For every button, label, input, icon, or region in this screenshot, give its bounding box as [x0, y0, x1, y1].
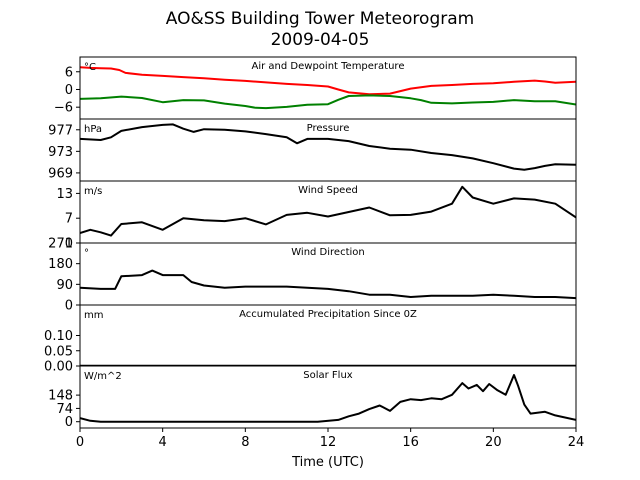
panel-4-title: Accumulated Precipitation Since 0Z [239, 309, 417, 320]
panel-2-series-0 [80, 185, 576, 237]
x-tick-label-6: 24 [568, 435, 585, 450]
panel-3-series-0 [80, 269, 576, 300]
panel-0-ytick-label-2: −6 [54, 101, 73, 116]
panel-3-ytick-label-3: 0 [65, 299, 73, 314]
x-tick-label-3: 12 [320, 435, 337, 450]
panel-0-title: Air and Dewpoint Temperature [252, 61, 405, 72]
panel-4: 0.100.050.00 mm Accumulated Precipitation … [44, 304, 577, 375]
panel-4-ytick-label-1: 0.05 [44, 344, 73, 359]
panel-5-ytick-label-2: 0 [65, 415, 73, 430]
panel-0-series-1 [80, 94, 576, 110]
x-tick-label-0: 0 [76, 435, 84, 450]
panel-3-ytick-label-0: 270 [48, 237, 73, 252]
panel-1-ytick-label-1: 973 [48, 145, 73, 160]
panel-5-series-0 [80, 374, 576, 423]
panel-0-unit: °C [84, 62, 96, 73]
panel-3-title: Wind Direction [291, 247, 365, 258]
panel-1-series-0 [80, 123, 576, 171]
x-tick-label-4: 16 [402, 435, 419, 450]
panel-2-title: Wind Speed [298, 185, 358, 196]
panel-0-ytick-label-0: 6 [65, 65, 73, 80]
panel-5-title: Solar Flux [303, 370, 353, 381]
x-tick-label-2: 8 [241, 435, 249, 450]
panel-5-ytick-label-0: 148 [48, 389, 73, 404]
panel-1: 977 973 969 hPa Pressure [48, 118, 577, 182]
panel-2: 13 7 1 m/s Wind Speed [56, 180, 577, 252]
panel-1-ytick-label-2: 969 [48, 166, 73, 181]
x-axis-label: Time (UTC) [291, 455, 364, 470]
figure-title-line1: AO&SS Building Tower Meteorogram [166, 9, 474, 29]
x-tick-label-1: 4 [159, 435, 167, 450]
panel-4-ytick-label-0: 0.10 [44, 329, 73, 344]
panel-1-title: Pressure [307, 123, 350, 134]
panel-3-ytick-label-2: 90 [56, 278, 73, 293]
panel-0: 6 0 −6 °C Air and Dewpoint Temperature [54, 56, 577, 120]
panel-4-unit: mm [84, 310, 103, 321]
panel-5-ytick-label-1: 74 [56, 402, 73, 417]
x-tick-label-5: 20 [485, 435, 502, 450]
panel-2-ytick-label-0: 13 [56, 187, 73, 202]
panel-1-unit: hPa [84, 124, 102, 135]
panel-2-ytick-label-1: 7 [65, 212, 73, 227]
panel-3-unit: ° [84, 248, 89, 259]
panel-0-series-0 [80, 66, 576, 96]
panel-2-unit: m/s [84, 186, 102, 197]
x-axis: 0 4 8 12 16 20 24 [76, 428, 584, 450]
panel-1-ytick-label-0: 977 [48, 123, 73, 138]
panel-5-unit: W/m^2 [84, 371, 122, 382]
panel-4-ytick-label-2: 0.00 [44, 360, 73, 375]
panels-group: 6 0 −6 °C Air and Dewpoint Temperature 977 973… [44, 56, 577, 430]
panel-3-ytick-label-1: 180 [48, 257, 73, 272]
panel-0-ytick-label-1: 0 [65, 83, 73, 98]
panel-2-ytick-label-2: 1 [65, 237, 73, 252]
panel-3: 270 180 90 0 ° Wind Direction [48, 237, 577, 314]
figure-title-line2: 2009-04-05 [271, 30, 370, 50]
